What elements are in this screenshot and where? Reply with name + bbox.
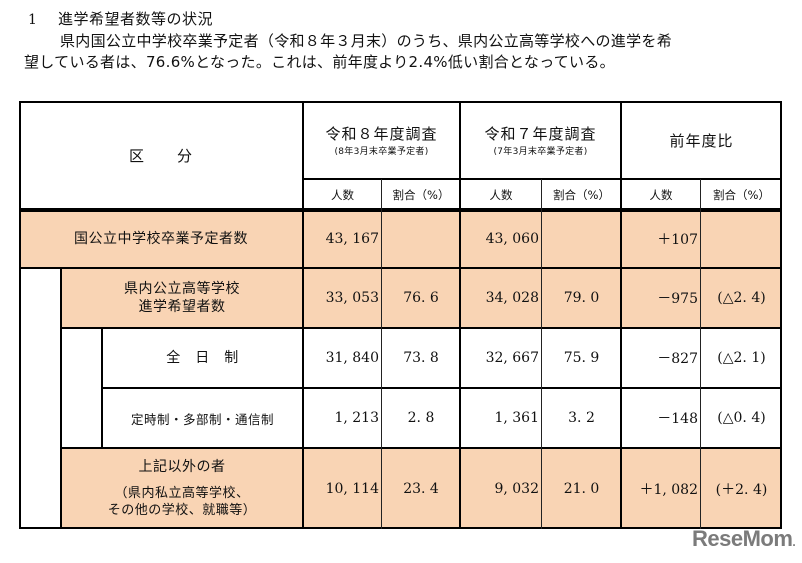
subheader-yoy-ratio: 割合（%） [713,187,770,202]
cell-r8-count: 43, 167 [325,231,379,247]
cell-r8-count: 1, 213 [334,410,379,426]
cell-r7-ratio: 3. 2 [568,410,595,426]
grid-line-col [459,101,461,529]
section-number: 1 [28,12,38,28]
cell-r7-count: 9, 032 [494,480,539,497]
table-border-top [19,101,782,103]
summary-paragraph-line2: 望している者は、76.6%となった。これは、前年度より2.4%低い割合となってい… [24,53,615,71]
resemom-watermark-logo: ReseMom. [692,526,796,552]
header-survey-r8-subtitle: (8年3月末卒業予定者) [334,147,429,157]
row-label-line1: 上記以外の者 [138,458,226,475]
cell-yoy-count: －148 [657,411,698,427]
cell-yoy-count: －975 [657,291,698,307]
cell-r8-ratio [382,210,460,268]
cell-r8-ratio: 76. 6 [403,290,439,306]
table-border-left [19,101,21,529]
cell-r7-ratio: 21. 0 [563,480,600,497]
section-heading: 1 進学希望者数等の状況 [28,8,213,29]
subheader-r8-ratio: 割合（%） [392,187,450,202]
grid-line-subcol [700,179,701,529]
row-label-line3: その他の学校、就職等） [107,502,257,518]
row-label-others: 上記以外の者 （県内私立高等学校、 その他の学校、就職等） [61,448,303,529]
grid-line [61,327,782,329]
cell-yoy-ratio: (＋2. 4) [715,481,768,498]
cell-r8-ratio: 73. 8 [403,350,439,366]
cell-r8-count: 33, 053 [325,290,379,306]
row-bg-others [61,448,782,529]
cell-r8-ratio: 2. 8 [407,410,435,426]
cell-r7-count: 1, 361 [494,410,539,426]
grid-line-indent2 [101,328,103,448]
grid-line [61,447,782,449]
grid-line-indent1 [60,268,62,529]
subheader-r7-ratio: 割合（%） [553,187,610,202]
grid-line-col [302,101,304,529]
header-survey-r8: 令和８年度調査 (8年3月末卒業予定者) [303,101,460,179]
cell-yoy-ratio: (△2. 1) [717,350,766,366]
subheader-r8-count: 人数 [331,187,354,202]
subheader-r7-count: 人数 [489,187,513,202]
cell-r7-count: 34, 028 [485,290,539,306]
header-survey-r7: 令和７年度調査 (7年3月末卒業予定者) [460,101,621,179]
cell-yoy-count: ＋1, 082 [639,481,698,498]
grid-line [102,387,782,389]
cell-yoy-ratio [701,210,782,268]
header-category: 区 分 [128,147,193,165]
summary-paragraph-line1: 県内国公立中学校卒業予定者（令和８年３月末）のうち、県内公立高等学校への進学を希 [60,32,673,50]
header-survey-r7-title: 令和７年度調査 [484,125,597,143]
cell-r7-ratio: 79. 0 [563,290,600,306]
cell-yoy-ratio: (△2. 4) [717,290,766,306]
row-label-total-graduates: 国公立中学校卒業予定者数 [74,230,248,247]
grid-line [19,267,782,269]
header-survey-r7-subtitle: (7年3月末卒業予定者) [493,147,588,157]
grid-line-subcol [381,179,382,529]
row-label-line1: 県内公立高等学校 [124,280,240,297]
row-label-line2: 進学希望者数 [138,299,226,315]
cell-r8-count: 10, 114 [325,480,379,497]
table-border-right [780,101,782,529]
cell-yoy-ratio: (△0. 4) [717,410,766,426]
cell-r7-ratio: 75. 9 [563,350,600,366]
grid-line-header-thick [19,208,782,212]
grid-line [303,178,782,180]
row-label-part-time-correspondence: 定時制・多部制・通信制 [130,411,274,427]
cell-yoy-count: ＋107 [657,232,698,248]
row-bg-total [19,210,782,268]
cell-r7-count: 43, 060 [485,231,539,247]
cell-r8-count: 31, 840 [325,350,379,366]
row-label-public-hs-applicants: 県内公立高等学校 進学希望者数 [61,268,303,328]
cell-yoy-count: －827 [657,351,698,367]
grid-line-subcol [541,179,542,529]
enrollment-table: 区 分 令和８年度調査 (8年3月末卒業予定者) 令和７年度調査 (7年3月末卒… [19,101,782,529]
watermark-text: ReseMom [692,526,793,551]
header-survey-r8-title: 令和８年度調査 [325,125,438,143]
cell-r7-count: 32, 667 [485,350,539,366]
section-title: 進学希望者数等の状況 [58,10,214,28]
cell-r7-ratio [542,210,621,268]
header-yoy: 前年度比 [669,131,734,150]
row-bg-public-hs [61,268,782,328]
subheader-yoy-count: 人数 [649,187,673,202]
watermark-suffix: . [792,535,796,549]
grid-line-col [620,101,622,529]
table-border-bottom [19,527,782,529]
cell-r8-ratio: 23. 4 [403,480,439,497]
row-label-full-time: 全 日 制 [166,349,239,366]
row-label-line2: （県内私立高等学校、 [114,485,250,501]
